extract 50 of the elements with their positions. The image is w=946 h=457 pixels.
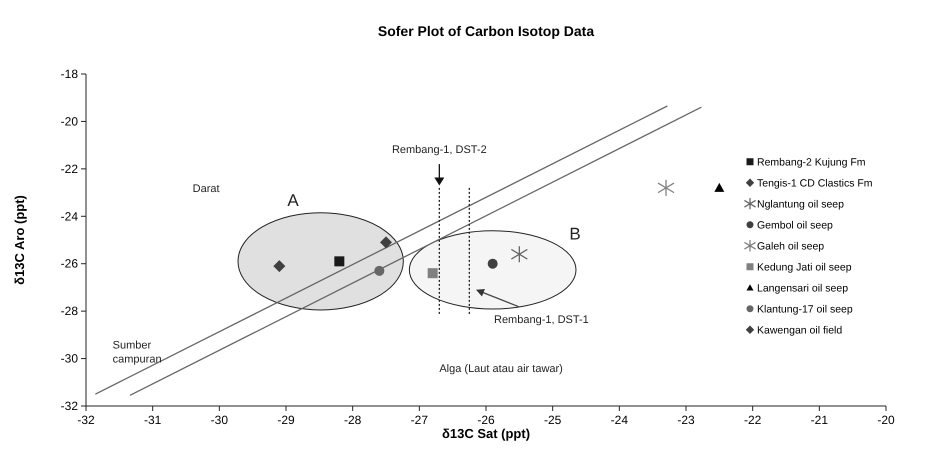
point bbox=[374, 266, 384, 276]
y-tick-label: -24 bbox=[60, 209, 78, 224]
chart-title: Sofer Plot of Carbon Isotop Data bbox=[378, 23, 594, 39]
x-axis-title: δ13C Sat (ppt) bbox=[442, 426, 530, 441]
point bbox=[714, 182, 724, 192]
y-tick-label: -32 bbox=[60, 399, 78, 413]
x-tick-label: -25 bbox=[544, 413, 562, 427]
y-tick-label: -22 bbox=[60, 162, 78, 176]
legend-label: Tengis-1 CD Clastics Fm bbox=[757, 178, 873, 190]
annotation: campuran bbox=[112, 354, 162, 366]
point bbox=[428, 268, 438, 278]
y-tick-label: -26 bbox=[60, 256, 78, 271]
x-tick-label: -21 bbox=[810, 413, 828, 427]
legend-label: Galeh oil seep bbox=[757, 240, 824, 253]
annotation: A bbox=[287, 191, 300, 210]
y-tick-label: -28 bbox=[60, 304, 78, 318]
annotation: Sumber bbox=[112, 339, 152, 352]
x-tick-label: -30 bbox=[210, 413, 228, 427]
legend-label: Gembol oil seep bbox=[757, 220, 834, 232]
point bbox=[380, 236, 392, 248]
point bbox=[273, 260, 286, 272]
annotation: Darat bbox=[192, 182, 220, 195]
legend-label: Kawengan oil field bbox=[757, 324, 842, 337]
point bbox=[510, 246, 528, 263]
y-tick-label: -20 bbox=[60, 114, 78, 128]
legend-label: Langensari oil seep bbox=[757, 282, 848, 295]
legend-label: Kedung Jati oil seep bbox=[757, 262, 852, 274]
legend-label: Nglantung oil seep bbox=[757, 198, 844, 211]
legend-label: Rembang-2 Kujung Fm bbox=[757, 156, 866, 169]
annotation: Rembang-1, DST-2 bbox=[392, 144, 487, 156]
annotation: Alga (Laut atau air tawar) bbox=[439, 363, 563, 376]
annotation: Rembang-1, DST-1 bbox=[494, 314, 589, 326]
x-tick-label: -26 bbox=[477, 413, 495, 427]
y-tick-label: -30 bbox=[60, 352, 78, 366]
point bbox=[488, 258, 498, 269]
x-tick-label: -24 bbox=[610, 413, 628, 427]
point bbox=[657, 179, 675, 196]
x-tick-label: -23 bbox=[677, 413, 695, 427]
y-tick-label: -18 bbox=[60, 67, 78, 81]
x-tick-label: -32 bbox=[77, 413, 95, 427]
x-tick-label: -29 bbox=[277, 413, 295, 427]
legend-label: Klantung-17 oil seep bbox=[757, 304, 853, 316]
x-tick-label: -27 bbox=[410, 413, 428, 427]
x-tick-label: -22 bbox=[744, 413, 762, 427]
x-tick-label: -28 bbox=[344, 413, 362, 427]
x-tick-label: -31 bbox=[144, 413, 162, 427]
annotation: B bbox=[569, 224, 581, 244]
point bbox=[334, 256, 344, 266]
y-axis-title: δ13C Aro (ppt) bbox=[12, 195, 27, 285]
x-tick-label: -20 bbox=[877, 413, 895, 427]
